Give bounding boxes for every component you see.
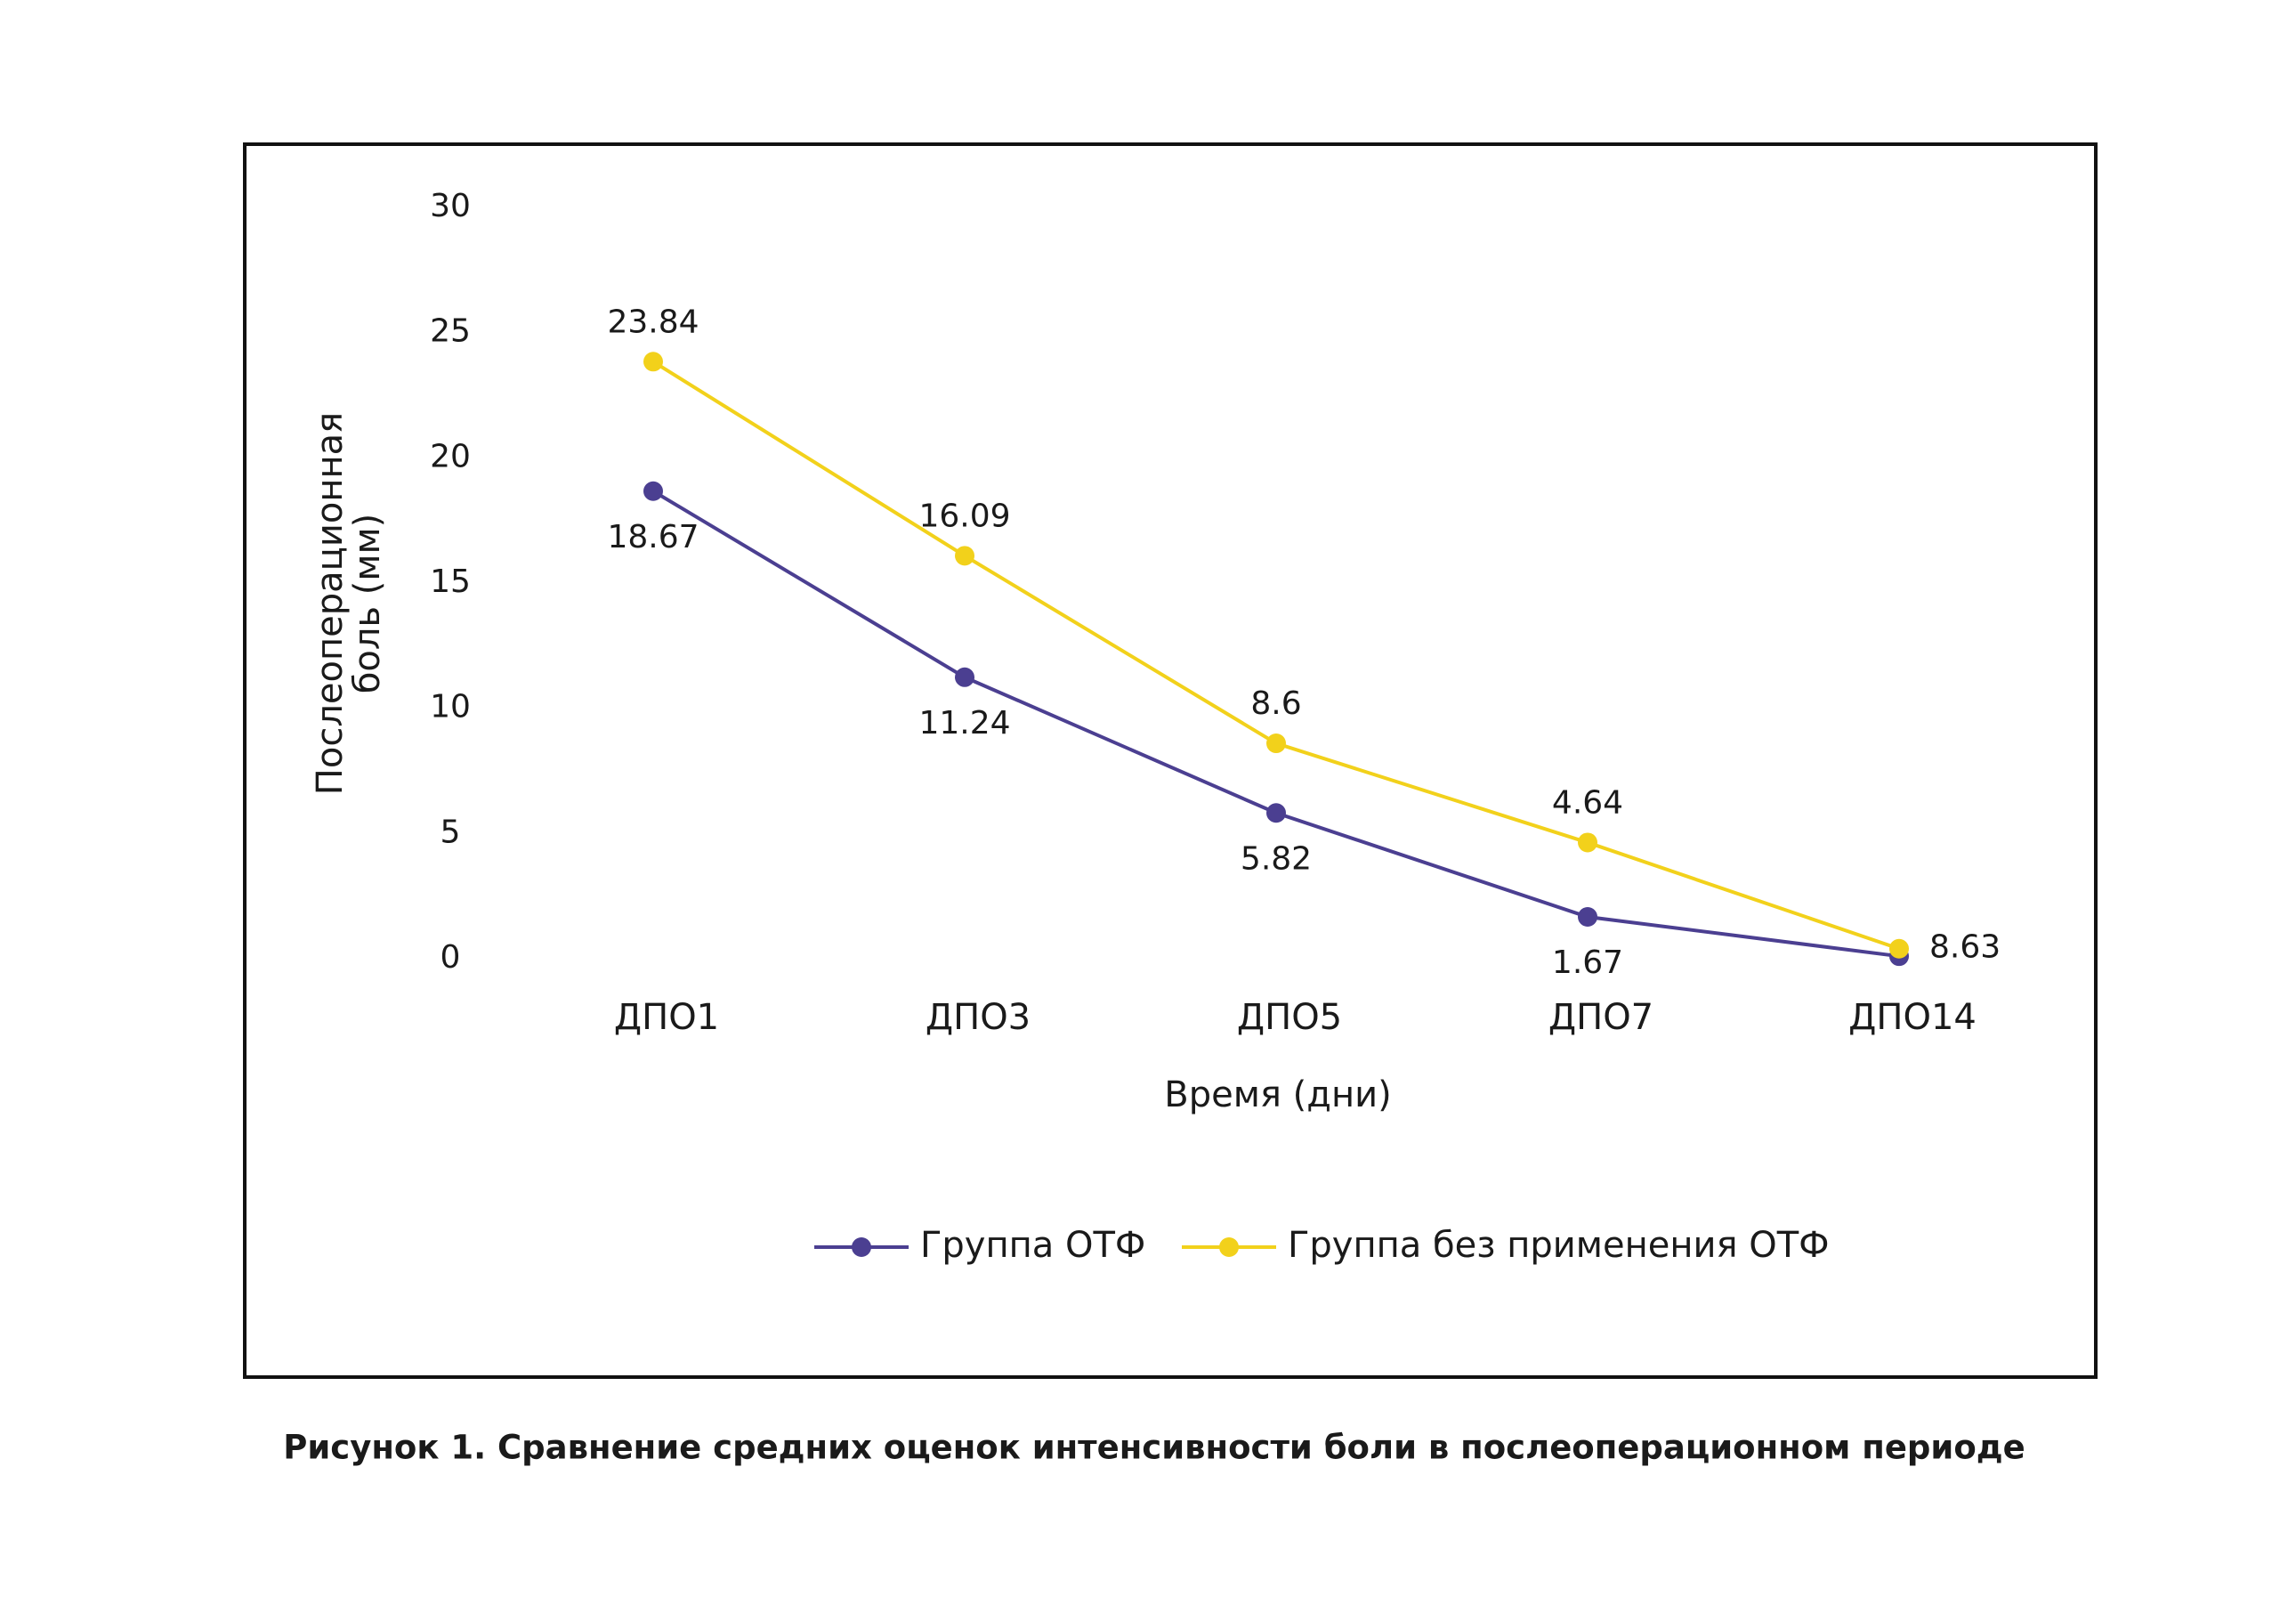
data-point — [1578, 832, 1597, 853]
data-label: 11.24 — [918, 705, 1010, 742]
data-point — [1266, 803, 1286, 823]
y-axis-title: Послеоперационная боль (мм) — [310, 412, 388, 795]
data-label: 8.6 — [1250, 685, 1301, 722]
data-label: 18.67 — [607, 519, 699, 555]
data-point — [1889, 938, 1909, 959]
y-axis-title-line: боль (мм) — [347, 514, 388, 694]
x-tick-label: ДПО14 — [1848, 997, 1977, 1038]
x-tick-label: ДПО7 — [1548, 997, 1653, 1038]
data-point — [643, 481, 663, 501]
annotation: 8.63 — [1929, 929, 2001, 966]
x-tick-label: ДПО1 — [614, 997, 719, 1038]
y-tick-label: 15 — [430, 563, 471, 600]
y-axis-title-line: Послеоперационная — [310, 412, 351, 795]
x-axis-title: Время (дни) — [1164, 1074, 1391, 1115]
data-point — [1578, 907, 1597, 928]
data-point — [955, 546, 974, 566]
data-point — [643, 352, 663, 372]
data-label: 23.84 — [607, 304, 699, 340]
data-label: 4.64 — [1552, 784, 1623, 821]
data-point — [1266, 734, 1286, 754]
y-tick-label: 30 — [430, 188, 471, 224]
y-tick-label: 20 — [430, 438, 471, 474]
y-tick-label: 25 — [430, 313, 471, 350]
data-point — [955, 667, 974, 687]
frame — [243, 142, 2098, 1379]
x-tick-label: ДПО3 — [926, 997, 1031, 1038]
legend-label: Группа ОТФ — [920, 1225, 1145, 1266]
legend-label: Группа без применения ОТФ — [1288, 1225, 1830, 1266]
y-tick-label: 10 — [430, 689, 471, 725]
y-tick-label: 5 — [441, 814, 461, 850]
data-label: 1.67 — [1552, 944, 1623, 981]
legend-marker — [1219, 1237, 1239, 1257]
y-tick-label: 0 — [441, 939, 461, 976]
caption: Рисунок 1. Сравнение средних оценок инте… — [283, 1429, 2025, 1467]
data-label: 16.09 — [918, 498, 1010, 534]
data-label: 5.82 — [1241, 840, 1312, 877]
x-tick-label: ДПО5 — [1237, 997, 1342, 1038]
legend-marker — [852, 1237, 871, 1257]
